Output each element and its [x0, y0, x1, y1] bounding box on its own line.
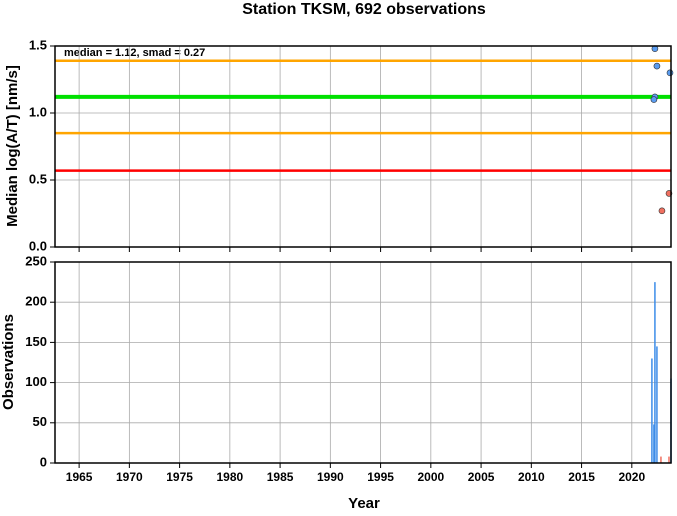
x-tick-label: 1970 — [116, 470, 143, 484]
x-tick-label: 2015 — [568, 470, 595, 484]
y-tick-label: 150 — [25, 334, 47, 349]
y-tick-label: 50 — [33, 414, 47, 429]
x-axis-label: Year — [348, 495, 380, 511]
x-tick-label: 1965 — [66, 470, 93, 484]
plot-frame — [54, 45, 672, 248]
x-tick-label: 2005 — [468, 470, 495, 484]
y-tick-label: 1.0 — [29, 104, 47, 119]
y-tick-label: 100 — [25, 374, 47, 389]
point — [650, 96, 658, 103]
y-tick-label: 1.5 — [29, 37, 47, 52]
x-tick-label: 2020 — [618, 470, 645, 484]
y-tick-label: 200 — [25, 294, 47, 309]
y-tick-label: 0 — [40, 454, 47, 469]
plot-frame — [54, 261, 672, 464]
y-tick-label: 0.5 — [29, 171, 47, 186]
x-tick-label: 1995 — [367, 470, 394, 484]
point — [666, 69, 674, 77]
x-tick-label: 2010 — [518, 470, 545, 484]
point — [658, 207, 666, 215]
x-tick-label: 1980 — [216, 470, 243, 484]
x-tick-label: 1990 — [317, 470, 344, 484]
y-axis-label: Median log(A/T) [nm/s] — [4, 65, 21, 227]
y-tick-label: 250 — [25, 253, 47, 268]
chart-title: Station TKSM, 692 observations — [242, 1, 486, 18]
x-tick-label: 1975 — [166, 470, 193, 484]
x-tick-label: 2000 — [417, 470, 444, 484]
x-tick-label: 1985 — [267, 470, 294, 484]
y-axis-label: Observations — [0, 314, 17, 410]
point — [653, 62, 661, 70]
annotation: median = 1.12, smad = 0.27 — [64, 47, 205, 59]
y-tick-label: 0.0 — [29, 238, 47, 253]
